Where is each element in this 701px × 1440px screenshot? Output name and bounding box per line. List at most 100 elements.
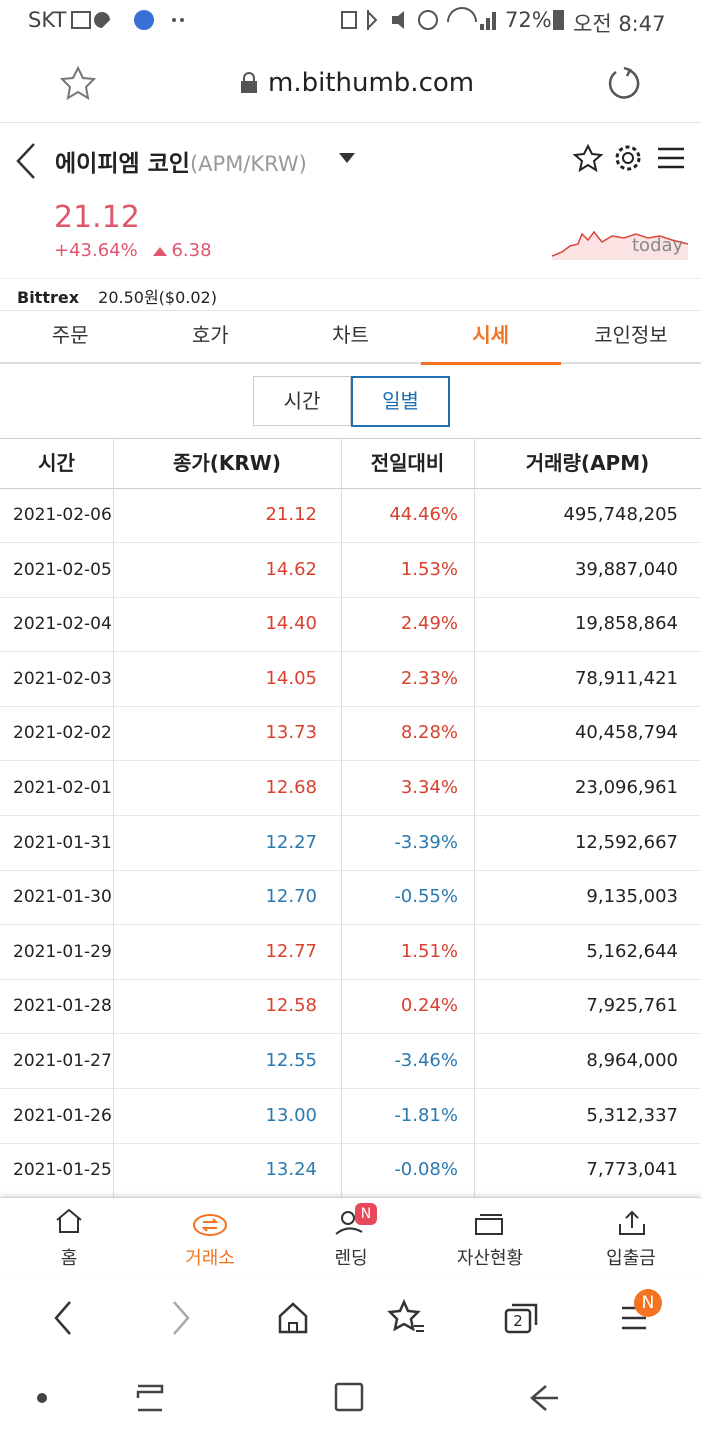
url-bar: m.bithumb.com — [0, 40, 701, 123]
close-price: 13.00 — [265, 1104, 317, 1126]
date: 2021-01-30 — [13, 887, 112, 908]
column-header: 거래량(APM) — [474, 438, 701, 489]
toggle-button[interactable]: 일별 — [351, 376, 450, 427]
bottom-nav — [0, 1198, 701, 1278]
table-row: 2021-02-06 21.12 44.46% 495,748,205 — [0, 488, 701, 543]
tab[interactable]: 코인정보 — [594, 323, 668, 347]
table-row: 2021-02-01 12.68 3.34% 23,096,961 — [0, 761, 701, 816]
column-divider — [341, 438, 342, 1198]
menu-badge: N — [634, 1289, 662, 1317]
nav-item[interactable]: 렌딩 — [334, 1248, 368, 1269]
up-arrow — [153, 247, 168, 256]
close-price: 12.27 — [265, 831, 317, 853]
bittrex-value: 20.50원($0.02) — [98, 288, 217, 307]
nav-item[interactable]: 입출금 — [606, 1248, 656, 1269]
bottom-nav-icons — [56, 1208, 645, 1236]
volume: 40,458,794 — [574, 722, 678, 744]
browser-toolbar[interactable] — [0, 1296, 701, 1340]
volume: 12,592,667 — [574, 831, 678, 853]
divider — [0, 362, 701, 364]
change-rate: -0.08% — [394, 1159, 458, 1181]
table-row: 2021-01-29 12.77 1.51% 5,162,644 — [0, 925, 701, 980]
table-row: 2021-02-04 14.40 2.49% 19,858,864 — [0, 597, 701, 653]
tab[interactable]: 시세 — [420, 312, 561, 365]
price: 21.12 — [54, 200, 140, 235]
dropdown-arrow[interactable] — [338, 152, 356, 164]
status-icons — [71, 10, 184, 30]
carrier: SKT — [28, 8, 67, 32]
change-rate: 1.51% — [400, 940, 458, 962]
change-rate: -1.81% — [394, 1104, 458, 1126]
date: 2021-02-05 — [13, 559, 112, 580]
date: 2021-02-01 — [13, 778, 112, 798]
table-row: 2021-01-28 12.58 0.24% 7,925,761 — [0, 979, 701, 1035]
volume: 78,911,421 — [574, 667, 678, 689]
tab[interactable]: 호가 — [191, 323, 229, 347]
divider — [0, 310, 701, 311]
change-rate: 44.46% — [389, 504, 458, 525]
coin-name: 에이피엠 코인 — [55, 151, 190, 177]
change-rate: 2.33% — [400, 667, 458, 689]
change-rate: -0.55% — [394, 886, 458, 908]
change-rate: 0.24% — [400, 995, 458, 1017]
close-price: 12.70 — [265, 886, 317, 908]
table-row: 2021-01-31 12.27 -3.39% 12,592,667 — [0, 816, 701, 871]
close-price: 14.40 — [265, 613, 317, 635]
lock-icon — [241, 72, 257, 93]
change-rate: 3.34% — [400, 777, 458, 798]
change-rate: 2.49% — [400, 613, 458, 635]
close-price: 13.24 — [265, 1159, 317, 1181]
date: 2021-01-25 — [13, 1160, 112, 1181]
table-row: 2021-02-05 14.62 1.53% 39,887,040 — [0, 543, 701, 598]
lending-badge: N — [355, 1203, 377, 1225]
header-icons[interactable] — [572, 143, 690, 174]
nav-item[interactable]: 홈 — [60, 1248, 78, 1269]
battery-icon — [553, 10, 564, 30]
nav-item[interactable]: 자산현황 — [456, 1248, 524, 1269]
close-price: 12.77 — [265, 940, 317, 962]
system-nav[interactable] — [0, 1378, 701, 1418]
back-button[interactable] — [14, 142, 38, 180]
volume: 5,162,644 — [586, 940, 678, 962]
volume: 495,748,205 — [563, 504, 678, 525]
close-price: 14.62 — [265, 558, 317, 580]
volume: 19,858,864 — [574, 613, 678, 635]
volume: 39,887,040 — [574, 558, 678, 580]
volume: 8,964,000 — [586, 1050, 678, 1071]
bookmark-button[interactable] — [59, 65, 97, 100]
tab-count: 2 — [513, 1312, 523, 1330]
nav-item[interactable]: 거래소 — [185, 1248, 235, 1269]
change-rate: 8.28% — [400, 722, 458, 744]
close-price: 14.05 — [265, 667, 317, 689]
date: 2021-01-26 — [13, 1105, 112, 1126]
bittrex-label: Bittrex — [17, 288, 80, 307]
battery-level: 72% — [505, 8, 552, 32]
volume: 5,312,337 — [586, 1104, 678, 1126]
status-bar: SKT 72% 오전 8:47 — [0, 0, 701, 40]
close-price: 13.73 — [265, 722, 317, 744]
date: 2021-01-29 — [13, 941, 112, 962]
sparkline — [551, 230, 689, 260]
tab[interactable]: 주문 — [51, 323, 89, 347]
date: 2021-02-03 — [13, 668, 112, 689]
date: 2021-02-06 — [13, 505, 112, 525]
table-row: 2021-01-30 12.70 -0.55% 9,135,003 — [0, 870, 701, 926]
date: 2021-02-04 — [13, 614, 112, 635]
volume: 7,773,041 — [586, 1159, 678, 1181]
url[interactable]: m.bithumb.com — [268, 68, 475, 98]
date: 2021-02-02 — [13, 723, 112, 744]
tab[interactable]: 차트 — [332, 323, 369, 347]
coin-title[interactable]: 에이피엠 코인(APM/KRW) — [55, 144, 307, 178]
divider — [0, 278, 701, 279]
close-price: 12.55 — [265, 1050, 317, 1071]
reload-button[interactable] — [606, 66, 640, 100]
sparkline-label: today — [632, 235, 684, 256]
close-price: 12.58 — [265, 995, 317, 1017]
bittrex-row: Bittrex 20.50원($0.02) — [17, 284, 217, 308]
date: 2021-01-31 — [13, 832, 112, 853]
toggle-button[interactable]: 시간 — [253, 376, 351, 426]
column-header: 전일대비 — [341, 438, 474, 489]
change-amount: 6.38 — [171, 240, 212, 261]
change-rate: -3.39% — [394, 831, 458, 853]
